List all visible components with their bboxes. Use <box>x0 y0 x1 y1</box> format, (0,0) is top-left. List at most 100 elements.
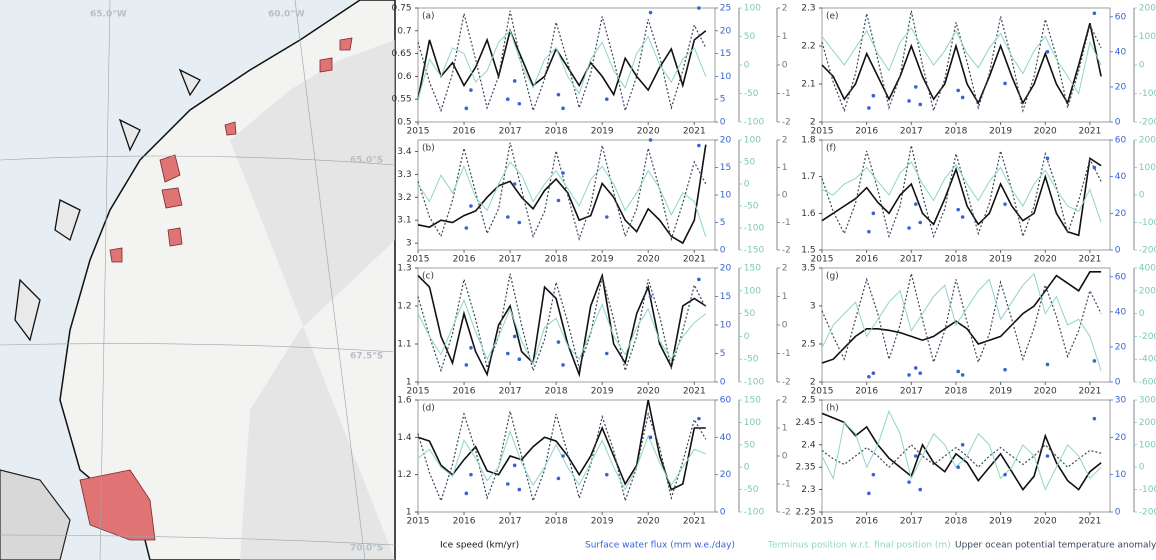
tick-label: 20 <box>720 136 732 146</box>
tick-label: -100 <box>1139 218 1156 228</box>
x-tick-label: 2021 <box>1078 387 1101 397</box>
flux-point <box>465 107 469 111</box>
panel-label: (d) <box>422 404 435 414</box>
flux-point <box>465 492 469 496</box>
tick-label: 20 <box>720 26 732 36</box>
tick-label: 1.7 <box>801 172 815 182</box>
tick-label: 200 <box>1139 4 1156 14</box>
flux-point <box>605 473 609 477</box>
x-tick-label: 2018 <box>945 517 968 527</box>
flux-point <box>918 103 922 107</box>
tick-label: -1 <box>782 218 791 228</box>
terminus-line <box>418 31 706 99</box>
tick-label: -50 <box>744 89 759 99</box>
tick-label: 100 <box>744 418 761 428</box>
flux-point <box>1003 473 1007 477</box>
tick-label: 3.1 <box>397 216 411 226</box>
x-tick-label: 2020 <box>637 255 660 265</box>
x-tick-label: 2016 <box>855 127 878 137</box>
flux-point <box>914 202 918 206</box>
tick-label: 15 <box>720 49 731 59</box>
x-tick-label: 2016 <box>453 387 476 397</box>
tick-label: 5 <box>720 218 726 228</box>
flux-point <box>1046 454 1050 458</box>
flux-point <box>518 102 522 106</box>
tick-label: 3 <box>406 239 412 249</box>
tick-label: -150 <box>744 246 765 256</box>
tick-label: 20 <box>1115 433 1127 443</box>
tick-label: 100 <box>744 4 761 14</box>
tick-label: 2000 <box>1139 286 1156 296</box>
flux-point <box>513 79 517 83</box>
flux-point <box>605 215 609 219</box>
plot-frame <box>822 268 1110 382</box>
flux-point <box>872 94 876 98</box>
x-tick-label: 2021 <box>683 127 706 137</box>
flux-point <box>961 96 965 100</box>
tick-label: -2 <box>782 118 791 128</box>
flux-point <box>872 473 876 477</box>
map-label: 70.0°S <box>350 544 383 554</box>
tick-label: 0.55 <box>392 95 412 105</box>
x-tick-label: 2017 <box>499 517 522 527</box>
tick-label: 10 <box>1115 470 1127 480</box>
tick-label: 60 <box>1115 136 1127 146</box>
flux-point <box>561 363 565 367</box>
flux-point <box>872 212 876 216</box>
tick-label: 0.6 <box>397 72 412 82</box>
tick-label: -1000 <box>1139 485 1156 495</box>
flux-point <box>867 230 871 234</box>
flux-point <box>867 106 871 110</box>
flux-point <box>697 278 701 282</box>
tick-label: 1 <box>782 32 788 42</box>
tick-label: -100 <box>744 118 765 128</box>
tick-label: 4000 <box>1139 264 1156 274</box>
map-label: 65.0°W <box>90 10 127 20</box>
tick-label: 1.2 <box>397 470 411 480</box>
legend-entry: Upper ocean potential temperature anomal… <box>955 541 1156 551</box>
tick-label: 50 <box>744 158 756 168</box>
tick-label: 1 <box>782 424 788 434</box>
x-tick-label: 2020 <box>1034 387 1057 397</box>
tick-label: 50 <box>744 309 756 319</box>
flux-point <box>1093 417 1097 421</box>
flux-point <box>469 346 473 350</box>
tick-label: -2000 <box>1139 332 1156 342</box>
tick-label: 0 <box>782 452 788 462</box>
tick-label: -1 <box>782 480 791 490</box>
flux-point <box>518 488 522 492</box>
tick-label: -6000 <box>1139 378 1156 388</box>
tick-label: 2 <box>782 4 788 14</box>
ice-speed-line <box>418 400 706 490</box>
glacier-region <box>162 188 182 208</box>
tick-label: 0 <box>720 246 726 256</box>
flux-point <box>907 480 911 484</box>
tick-label: 20 <box>720 470 732 480</box>
temperature-line <box>822 445 1101 467</box>
tick-label: 40 <box>1115 172 1127 182</box>
glacier-region <box>320 58 332 72</box>
x-tick-label: 2017 <box>900 127 923 137</box>
tick-label: 100 <box>1139 32 1156 42</box>
x-tick-label: 2020 <box>1034 127 1057 137</box>
x-tick-label: 2015 <box>407 517 430 527</box>
flux-point <box>557 340 561 344</box>
tick-label: 2.3 <box>801 4 815 14</box>
tick-label: 20 <box>1115 82 1127 92</box>
x-tick-label: 2015 <box>407 127 430 137</box>
tick-label: 3.3 <box>397 170 411 180</box>
tick-label: 1.8 <box>801 136 816 146</box>
x-tick-label: 2021 <box>1078 517 1101 527</box>
flux-point <box>1046 157 1050 161</box>
tick-label: 1.2 <box>397 302 411 312</box>
tick-label: 60 <box>720 396 732 406</box>
flux-point <box>867 492 871 496</box>
flux-point <box>513 182 517 186</box>
x-tick-label: 2019 <box>591 255 614 265</box>
tick-label: 0 <box>744 332 750 342</box>
tick-label: -100 <box>744 508 765 518</box>
flux-point <box>649 436 653 440</box>
tick-label: -200 <box>1139 118 1156 128</box>
x-tick-label: 2016 <box>855 517 878 527</box>
flux-point <box>961 215 965 219</box>
